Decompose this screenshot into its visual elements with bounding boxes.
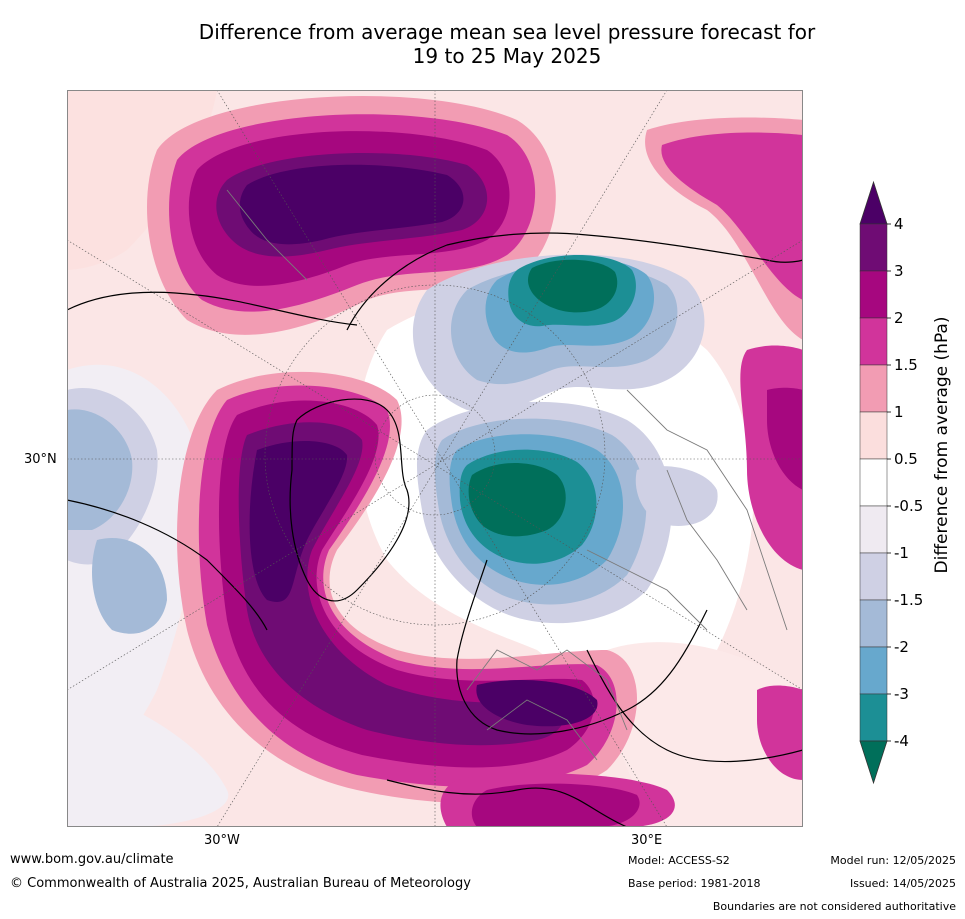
colorbar-segment	[859, 223, 888, 272]
colorbar-segment	[859, 458, 888, 507]
issued-text: Issued: 14/05/2025	[849, 877, 956, 890]
colorbar-segment	[859, 317, 888, 366]
colorbar-tick-label: 2	[894, 309, 904, 327]
colorbar: 4 3 2 1.5 1 0.5 -0.5 -1 -1.5 -2 -3 -4 Difference fro…	[859, 180, 952, 785]
colorbar-tick-label: -1.5	[894, 591, 923, 609]
coastlines	[67, 232, 803, 827]
country-boundaries	[226, 189, 788, 761]
colorbar-segment	[859, 411, 888, 460]
colorbar-tick-label: -2	[894, 638, 909, 656]
base-period-text: Base period: 1981-2018	[628, 877, 761, 890]
arctic-low-anomaly	[67, 254, 718, 634]
colorbar-tick-label: 0.5	[894, 450, 918, 468]
colorbar-tick-label: -4	[894, 732, 909, 750]
pacific-high-anomaly	[147, 96, 556, 335]
colorbar-segment	[859, 270, 888, 319]
colorbar-tick-label: -3	[894, 685, 909, 703]
colorbar-tick-label: 4	[894, 215, 904, 233]
lat-label-30n: 30°N	[24, 452, 57, 467]
colorbar-tick-label: -1	[894, 544, 909, 562]
colorbar-tick-label: 1.5	[894, 356, 918, 374]
model-run-text: Model run: 12/05/2025	[830, 854, 956, 867]
colorbar-extend-min	[859, 740, 888, 785]
website-link[interactable]: www.bom.gov.au/climate	[10, 852, 174, 867]
title-line-1: Difference from average mean sea level p…	[198, 20, 816, 44]
east-high-anomaly	[440, 117, 803, 827]
colorbar-tick-label: 3	[894, 262, 904, 280]
lon-label-30w: 30°W	[204, 833, 240, 848]
colorbar-extend-max	[859, 180, 888, 225]
map-title: Difference from average mean sea level p…	[0, 20, 965, 68]
colorbar-segment	[859, 693, 888, 742]
pressure-anomaly-map	[67, 90, 803, 827]
colorbar-segment	[859, 505, 888, 554]
lon-label-30e: 30°E	[631, 833, 663, 848]
disclaimer-text: Boundaries are not considered authoritat…	[712, 900, 956, 913]
colorbar-segment	[859, 364, 888, 413]
title-line-2: 19 to 25 May 2025	[412, 44, 602, 68]
colorbar-segment	[859, 552, 888, 601]
graticule	[67, 90, 803, 827]
atlantic-high-anomaly	[177, 371, 637, 804]
colorbar-segment	[859, 599, 888, 648]
copyright-text: © Commonwealth of Australia 2025, Austra…	[10, 876, 471, 891]
model-text: Model: ACCESS-S2	[628, 854, 730, 867]
colorbar-tick-label: -0.5	[894, 497, 923, 515]
colorbar-segment	[859, 646, 888, 695]
colorbar-label: Difference from average (hPa)	[932, 317, 952, 574]
colorbar-tick-label: 1	[894, 403, 904, 421]
